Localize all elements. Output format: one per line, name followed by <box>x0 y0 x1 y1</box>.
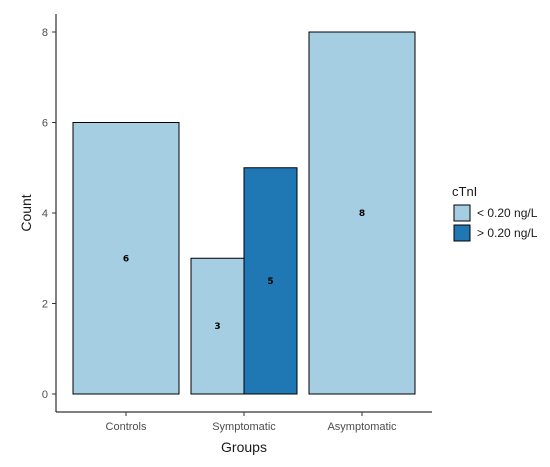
x-tick-label: Symptomatic <box>212 421 276 433</box>
bar <box>243 167 298 395</box>
bars-layer <box>72 31 416 395</box>
x-axis-title: Groups <box>221 439 267 455</box>
y-tick-label: 0 <box>42 389 48 401</box>
y-tick-label: 4 <box>42 208 48 220</box>
x-tick-label: Asymptomatic <box>327 421 397 433</box>
bar-value-label: 5 <box>267 277 273 287</box>
legend-key <box>453 204 471 222</box>
legend-label: > 0.20 ng/L <box>477 226 538 240</box>
bar-value-label: 6 <box>123 254 129 264</box>
y-ticks: 0 2 4 6 8 <box>42 27 56 401</box>
legend-label: < 0.20 ng/L <box>477 206 538 220</box>
y-tick-label: 2 <box>42 299 48 311</box>
y-tick-label: 6 <box>42 118 48 130</box>
bar <box>308 31 416 395</box>
x-tick-label: Controls <box>106 421 147 433</box>
x-ticks: Controls Symptomatic Asymptomatic <box>106 412 397 433</box>
bar-labels-layer: 6 3 5 8 <box>123 209 365 332</box>
legend: cTnI < 0.20 ng/L > 0.20 ng/L <box>452 184 538 242</box>
bar-value-label: 8 <box>359 209 365 219</box>
legend-title: cTnI <box>452 184 477 199</box>
bar <box>72 122 180 395</box>
bar <box>190 257 245 395</box>
legend-key <box>453 224 471 242</box>
y-axis-title: Count <box>18 194 34 231</box>
bar-value-label: 3 <box>214 322 220 332</box>
y-tick-label: 8 <box>42 27 48 39</box>
